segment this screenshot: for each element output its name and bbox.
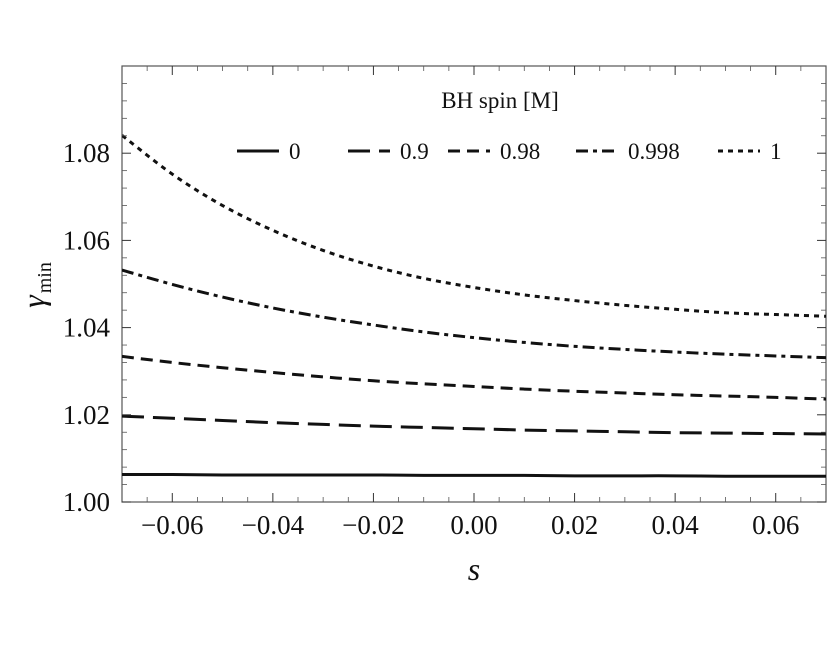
x-tick-label: 0.06 (752, 510, 799, 540)
legend-label: 0.998 (628, 139, 680, 164)
axis-labels: s γmin (15, 262, 480, 587)
legend-label: 1 (770, 139, 782, 164)
series-line-0-98 (122, 354, 826, 401)
x-tick-label: 0.04 (652, 510, 700, 540)
series-layer (122, 134, 826, 478)
x-tick-label: 0.00 (450, 510, 497, 540)
series-line-0-998 (122, 268, 826, 360)
y-tick-label: 1.06 (63, 225, 110, 255)
y-tick-label: 1.02 (63, 400, 110, 430)
series-line-0 (122, 472, 826, 478)
legend-label: 0.98 (500, 139, 540, 164)
y-tick-label: 1.08 (63, 138, 110, 168)
x-tick-label: −0.02 (342, 510, 404, 540)
legend-label: 0 (289, 139, 301, 164)
x-tick-label: −0.06 (141, 510, 203, 540)
y-tick-label: 1.04 (63, 313, 111, 343)
plot-border (121, 65, 827, 503)
x-tick-label: −0.04 (242, 510, 305, 540)
y-axis-label: γmin (15, 262, 56, 308)
legend-label: 0.9 (400, 139, 429, 164)
x-tick-label: 0.02 (551, 510, 598, 540)
ticks-layer: −0.06 −0.04 −0.02 0.00 0.02 0.04 0.06 1.00 1.02 1… (63, 66, 827, 540)
plot-frame (121, 65, 827, 503)
series-line-0-9 (122, 414, 826, 436)
y-axis-label-main: γ (15, 294, 51, 308)
legend-title: BH spin [M] (441, 88, 559, 113)
series-line-1 (122, 134, 826, 318)
y-axis-label-subscript: min (34, 262, 56, 293)
legend: BH spin [M] 0 0.9 0.98 0.998 1 (237, 88, 782, 164)
x-axis-label: s (468, 551, 480, 587)
y-tick-label: 1.00 (63, 487, 110, 517)
